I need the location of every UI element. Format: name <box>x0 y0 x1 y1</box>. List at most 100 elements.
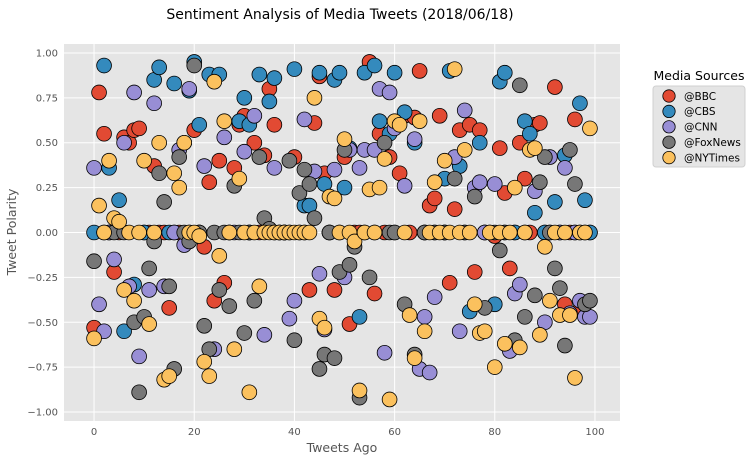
data-point <box>241 384 258 401</box>
data-point <box>86 160 102 176</box>
data-point <box>256 327 273 343</box>
legend-item: @FoxNews <box>662 135 741 149</box>
y-tick-label: 0.25 <box>36 183 58 194</box>
data-point <box>301 224 318 241</box>
data-point <box>486 176 503 192</box>
y-tick-label: 1.00 <box>36 48 58 59</box>
data-point <box>226 341 243 357</box>
data-point <box>426 190 443 207</box>
data-point <box>151 59 167 76</box>
data-point <box>557 224 573 241</box>
data-point <box>562 307 578 323</box>
data-point <box>537 239 553 255</box>
data-point <box>211 248 228 264</box>
data-point <box>201 368 218 384</box>
data-point <box>426 174 443 191</box>
data-point <box>251 149 268 165</box>
data-point <box>406 350 423 366</box>
data-point <box>411 113 428 129</box>
data-point <box>532 115 548 131</box>
data-point <box>111 192 127 208</box>
data-point <box>281 310 298 327</box>
data-point <box>131 120 147 137</box>
data-point <box>547 194 563 210</box>
data-point <box>166 75 182 92</box>
data-point <box>156 194 172 210</box>
data-point <box>231 170 248 187</box>
data-point <box>567 111 583 128</box>
data-point <box>366 57 383 74</box>
data-point <box>351 382 368 399</box>
y-tick-label: 0.75 <box>36 93 58 104</box>
data-point <box>486 359 503 375</box>
data-point <box>86 253 102 270</box>
data-point <box>286 61 303 77</box>
series-nytimes <box>86 61 598 408</box>
data-point <box>141 316 157 332</box>
data-point <box>371 179 388 196</box>
data-point <box>116 134 132 151</box>
data-point <box>146 224 162 241</box>
data-point <box>577 224 593 241</box>
data-point <box>502 224 518 241</box>
data-point <box>141 260 157 277</box>
data-point <box>311 265 328 282</box>
data-point <box>466 264 483 280</box>
data-point <box>306 90 323 106</box>
data-point <box>542 292 558 309</box>
x-ticks: 0 20 40 60 80 100 <box>91 427 605 438</box>
data-point <box>186 57 203 74</box>
data-point <box>471 174 488 191</box>
data-point <box>116 282 132 298</box>
legend-item: @CBS <box>662 104 716 118</box>
data-point <box>446 170 463 187</box>
data-point <box>251 278 268 295</box>
data-point <box>527 140 543 156</box>
data-point <box>381 84 398 101</box>
data-point <box>131 224 147 241</box>
legend-label: @BBC <box>684 91 716 103</box>
data-point <box>311 361 328 377</box>
x-tick-label: 80 <box>488 427 501 438</box>
x-tick-label: 0 <box>91 427 97 438</box>
data-point <box>376 344 393 361</box>
data-point <box>366 285 383 302</box>
data-point <box>106 251 122 268</box>
data-point <box>547 79 563 95</box>
data-point <box>246 134 263 151</box>
y-tick-label: −1.00 <box>27 408 58 419</box>
data-point <box>476 323 493 340</box>
data-point <box>191 228 208 244</box>
legend-title: Media Sources <box>654 68 745 83</box>
data-point <box>351 160 368 176</box>
data-point <box>286 332 303 349</box>
data-point <box>246 292 263 309</box>
legend-label: @CBS <box>684 106 716 118</box>
y-tick-label: −0.50 <box>27 318 58 329</box>
data-point <box>341 257 358 273</box>
legend-box <box>652 85 746 168</box>
data-point <box>291 185 308 201</box>
data-point <box>126 292 142 309</box>
data-point <box>296 161 313 178</box>
data-point <box>176 134 193 151</box>
data-point <box>111 213 127 230</box>
data-point <box>221 224 238 241</box>
data-point <box>471 134 488 151</box>
data-point <box>151 165 167 182</box>
y-tick-label: 0.00 <box>36 228 58 239</box>
data-point <box>396 178 413 194</box>
data-point <box>131 348 147 365</box>
data-point <box>166 165 182 182</box>
data-point <box>216 129 233 146</box>
data-point <box>512 276 528 293</box>
legend-item: @CNN <box>662 120 718 134</box>
data-point <box>366 224 383 241</box>
data-point <box>91 197 107 214</box>
data-point <box>466 188 483 205</box>
data-point <box>381 391 398 408</box>
data-point <box>161 300 177 316</box>
data-point <box>336 179 353 196</box>
data-point <box>431 108 448 124</box>
